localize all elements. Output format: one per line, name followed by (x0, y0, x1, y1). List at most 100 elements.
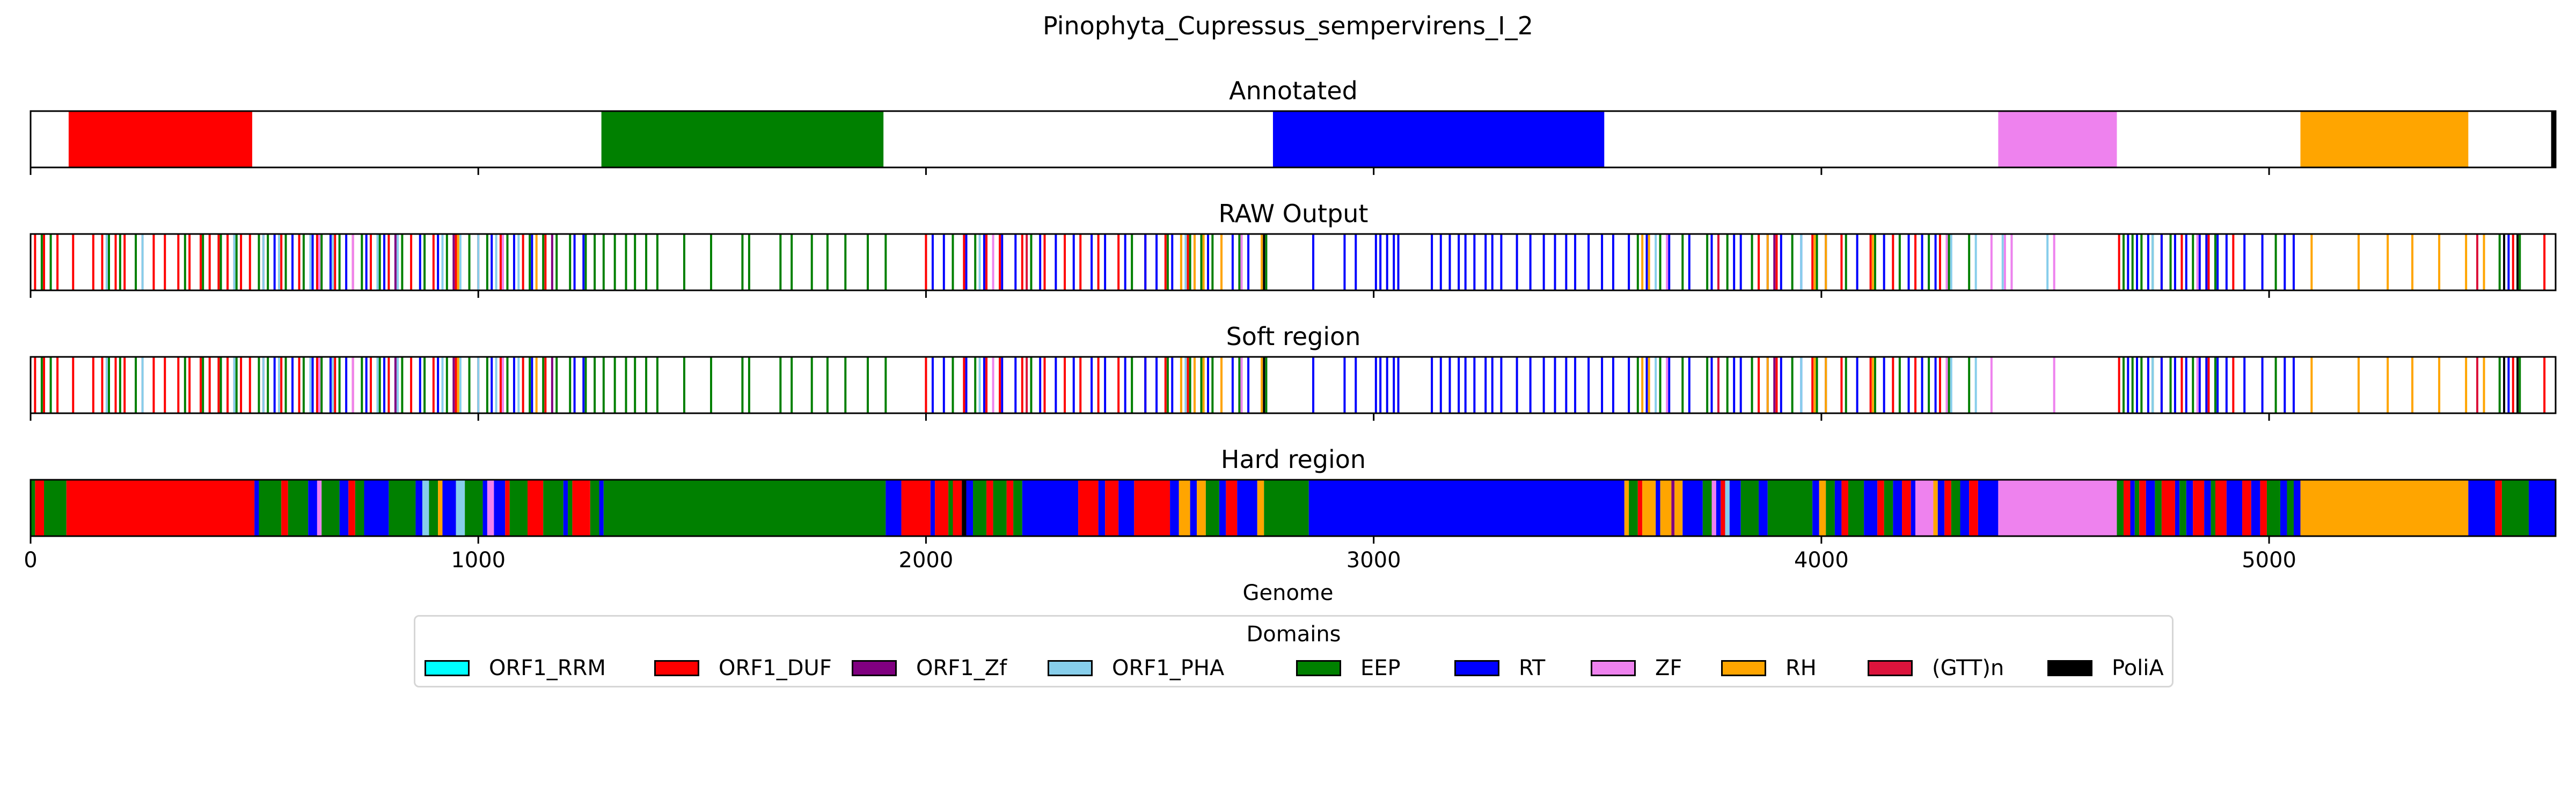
x-tick-label-2000: 2000 (899, 548, 954, 573)
segment-rh (1933, 480, 1938, 536)
panel-title-soft-region: Soft region (1226, 322, 1361, 351)
segment-eep (601, 111, 884, 167)
segment-orf1-duf (2495, 480, 2502, 536)
legend-swatch-orf1-pha (1048, 660, 1093, 676)
segment-rt (1219, 480, 1226, 536)
segment-polia (962, 480, 967, 536)
segment-orf1-duf (2161, 480, 2175, 536)
segment-orf1-duf (1721, 480, 1725, 536)
segment-orf1-duf (2215, 480, 2227, 536)
segment-rt (599, 480, 604, 536)
segment-orf1-duf (1078, 480, 1099, 536)
panel-title-hard-region: Hard region (1221, 445, 1366, 474)
panel-frame-annotated (30, 110, 2557, 169)
segment-orf1-pha (1725, 480, 1730, 536)
panel-hard-region: Hard region (30, 445, 2557, 544)
segment-rt (2130, 480, 2135, 536)
segment-rt (1960, 480, 1970, 536)
segment-orf1-duf (281, 480, 288, 536)
segment-rt (930, 480, 935, 536)
legend-swatch-orf1-zf (852, 660, 897, 676)
segment-zf (1711, 480, 1716, 536)
segment-eep (973, 480, 987, 536)
segment-eep (259, 480, 282, 536)
segment-orf1-duf (572, 480, 590, 536)
segment-eep (568, 480, 573, 536)
segment-orf1-duf (1105, 480, 1119, 536)
panel-soft-region: Soft region (30, 322, 2557, 421)
segment-rt (2204, 480, 2211, 536)
segment-orf1-duf (68, 111, 252, 167)
segment-orf1-duf (953, 480, 962, 536)
segment-rh (1819, 480, 1826, 536)
segment-rt (1022, 480, 1079, 536)
segment-rt (308, 480, 317, 536)
segment-rh (1674, 480, 1683, 536)
legend-item-zf: ZF (1591, 656, 1682, 680)
segment-orf1-duf (505, 480, 510, 536)
segment-eep (1951, 480, 1960, 536)
segment-eep (1629, 480, 1638, 536)
segment-rt (1682, 480, 1703, 536)
legend-label-orf1-rrm: ORF1_RRM (489, 656, 606, 680)
segment-rh (2300, 111, 2469, 167)
x-tick-label-5000: 5000 (2242, 548, 2296, 573)
segment-orf1-duf (348, 480, 355, 536)
segment-rt (254, 480, 259, 536)
legend-label-orf1-pha: ORF1_PHA (1112, 656, 1225, 680)
x-tick-label-1000: 1000 (451, 548, 506, 573)
segment-orf1-duf (2242, 480, 2251, 536)
legend-swatch-orf1-rrm (425, 660, 470, 676)
legend-item-gtt-n: (GTT)n (1868, 656, 2004, 680)
segment-eep (2179, 480, 2186, 536)
segment-eep (1205, 480, 1219, 536)
legend-label-orf1-zf: ORF1_Zf (916, 656, 1007, 680)
segment-rt (1978, 480, 1999, 536)
segment-eep (1826, 480, 1835, 536)
segment-orf1-duf (1902, 480, 1911, 536)
panel-title-raw-output: RAW Output (1219, 199, 1368, 228)
segment-rt (966, 480, 974, 536)
x-axis-label: Genome (1242, 581, 1333, 605)
panel-frame-soft-region (30, 356, 2557, 414)
segment-zf (1998, 480, 2117, 536)
panel-title-annotated: Annotated (1229, 76, 1358, 105)
legend-label-zf: ZF (1655, 656, 1682, 680)
legend-item-eep: EEP (1296, 656, 1401, 680)
legend-label-gtt-n: (GTT)n (1932, 656, 2004, 680)
segment-orf1-duf (1877, 480, 1884, 536)
segment-eep (1848, 480, 1864, 536)
segment-eep (1740, 480, 1759, 536)
segment-orf1-duf (1841, 480, 1848, 536)
segment-rt (1812, 480, 1819, 536)
legend-swatch-rh (1721, 660, 1766, 676)
x-tick-label-3000: 3000 (1346, 548, 1401, 573)
segment-zf (1915, 480, 1934, 536)
figure-title: Pinophyta_Cupressus_sempervirens_I_2 (1043, 11, 1533, 40)
legend-label-rh: RH (1785, 656, 1817, 680)
segment-rt (1864, 480, 1878, 536)
legend-item-orf1-zf: ORF1_Zf (852, 656, 1007, 680)
segment-eep (1013, 480, 1022, 536)
segment-eep (429, 480, 438, 536)
segment-rt (1759, 480, 1768, 536)
segment-orf1-duf (1006, 480, 1014, 536)
segment-zf (1998, 111, 2117, 167)
segment-rt (1729, 480, 1741, 536)
segment-orf1-duf (527, 480, 544, 536)
legend-item-polia: PoliA (2047, 656, 2164, 680)
segment-rt (563, 480, 568, 536)
segment-rh (1660, 480, 1672, 536)
segment-eep (321, 480, 340, 536)
segment-polia (2551, 111, 2556, 167)
legend-swatch-orf1-duf (654, 660, 699, 676)
segment-rt (1308, 480, 1624, 536)
segment-orf1-duf (1637, 480, 1643, 536)
panel-frame-raw-output (30, 233, 2557, 291)
panel-annotated: Annotated (30, 76, 2557, 175)
legend-swatch-eep (1296, 660, 1341, 676)
legend-label-polia: PoliA (2112, 656, 2164, 680)
segment-rt (885, 480, 902, 536)
legend-title: Domains (1246, 622, 1341, 647)
